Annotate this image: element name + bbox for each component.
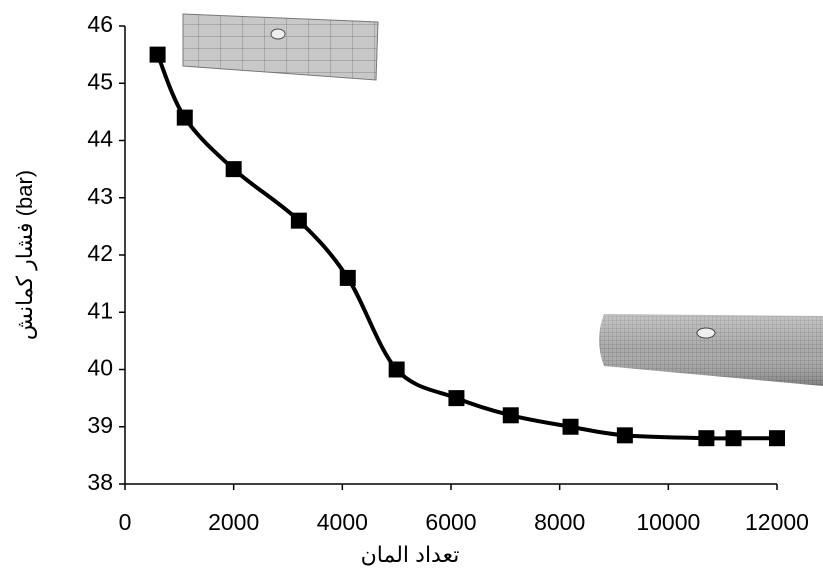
marker	[617, 427, 633, 443]
marker	[726, 430, 742, 446]
x-axis-title: تعداد المان	[361, 542, 460, 567]
x-tick-label: 8000	[534, 509, 585, 535]
marker	[563, 419, 579, 435]
y-axis-title: فشار کمانش (bar)	[12, 170, 38, 340]
marker	[389, 362, 405, 378]
coarse-mesh-image	[183, 14, 378, 80]
line	[158, 55, 777, 439]
y-tick-label: 43	[87, 183, 113, 209]
y-tick-label: 46	[87, 11, 113, 37]
marker	[226, 161, 242, 177]
x-tick-label: 0	[119, 509, 132, 535]
y-tick-label: 40	[87, 355, 113, 381]
x-tick-label: 2000	[208, 509, 259, 535]
y-tick-label: 38	[87, 469, 113, 495]
y-tick-label: 41	[87, 297, 113, 323]
chart: تعداد المان فشار کمانش (bar) 38 39 40 41 42 4…	[0, 0, 823, 572]
marker	[291, 213, 307, 229]
y-tick-label: 45	[87, 68, 113, 94]
marker	[769, 430, 785, 446]
marker	[503, 407, 519, 423]
y-tick-label: 42	[87, 240, 113, 266]
marker	[340, 270, 356, 286]
marker	[177, 110, 193, 126]
x-tick-label: 10000	[636, 509, 700, 535]
marker	[150, 47, 166, 63]
y-tick-label: 39	[87, 412, 113, 438]
x-tick-label: 6000	[425, 509, 476, 535]
fine-mesh-image	[599, 314, 823, 386]
page: {"chart_data": {"type": "line", "x_label…	[0, 0, 823, 572]
marker	[448, 390, 464, 406]
x-tick-label: 4000	[317, 509, 368, 535]
x-tick-label: 12000	[745, 509, 809, 535]
marker	[698, 430, 714, 446]
y-tick-label: 44	[87, 126, 113, 152]
